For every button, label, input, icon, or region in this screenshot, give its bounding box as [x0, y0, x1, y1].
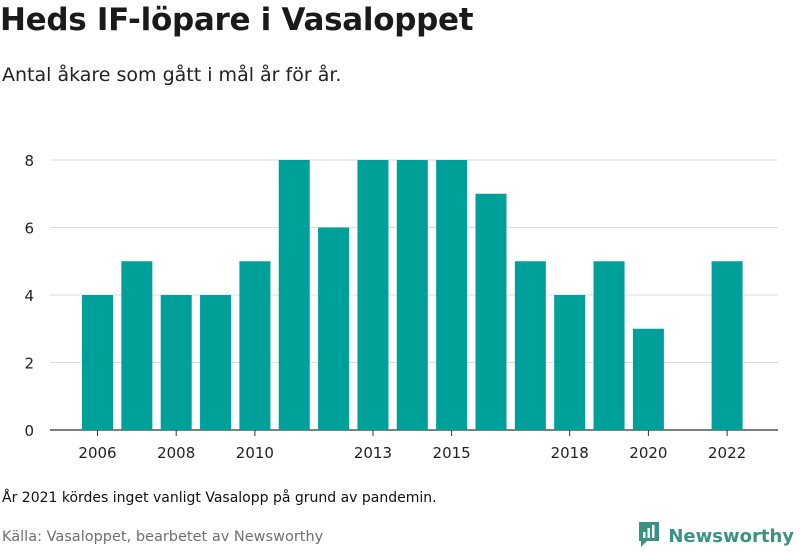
chart-subtitle: Antal åkare som gått i mål år för år.	[2, 64, 342, 86]
bar-2018	[554, 295, 586, 430]
x-tick-label: 2006	[78, 444, 116, 462]
bar-2011	[278, 160, 310, 430]
chart-title: Heds IF-löpare i Vasaloppet	[0, 2, 474, 38]
bar-2013	[357, 160, 389, 430]
bar-2014	[396, 160, 428, 430]
bar-2010	[239, 261, 271, 430]
bar-2015	[436, 160, 468, 430]
y-axis-ticks: 0 2 4 6 8	[24, 152, 34, 440]
y-tick-label: 2	[24, 355, 34, 373]
chart-note: År 2021 kördes inget vanligt Vasalopp på…	[2, 490, 437, 506]
y-tick-label: 6	[24, 220, 34, 238]
brand-logo: Newsworthy	[637, 520, 794, 552]
x-tick-label: 2008	[157, 444, 195, 462]
x-tick-label: 2015	[433, 444, 471, 462]
source-text: Källa: Vasaloppet, bearbetet av Newswort…	[2, 529, 324, 545]
bar-2020	[632, 328, 664, 430]
x-tick-label: 2020	[629, 444, 667, 462]
bar-2009	[200, 295, 232, 430]
y-tick-label: 0	[24, 422, 34, 440]
bar-2012	[318, 227, 350, 430]
bar-2019	[593, 261, 625, 430]
bar-2008	[160, 295, 192, 430]
bar-2016	[475, 193, 507, 430]
y-tick-label: 8	[24, 152, 34, 170]
bar-2017	[514, 261, 546, 430]
brand-name: Newsworthy	[668, 525, 794, 547]
bars	[82, 160, 743, 430]
newsworthy-logo-icon	[637, 520, 661, 552]
x-tick-label: 2018	[551, 444, 589, 462]
x-tick-label: 2022	[708, 444, 746, 462]
bar-2022	[711, 261, 743, 430]
bar-2006	[82, 295, 113, 430]
bar-chart: 0 2 4 6 8 2006 2008 2010 2013 2015 2018 2020 2022	[24, 152, 778, 462]
x-tick-label: 2010	[236, 444, 274, 462]
x-tick-label: 2013	[354, 444, 392, 462]
y-tick-label: 4	[24, 287, 34, 305]
x-axis-ticks: 2006 2008 2010 2013 2015 2018 2020 2022	[78, 430, 746, 462]
bar-2007	[121, 261, 153, 430]
